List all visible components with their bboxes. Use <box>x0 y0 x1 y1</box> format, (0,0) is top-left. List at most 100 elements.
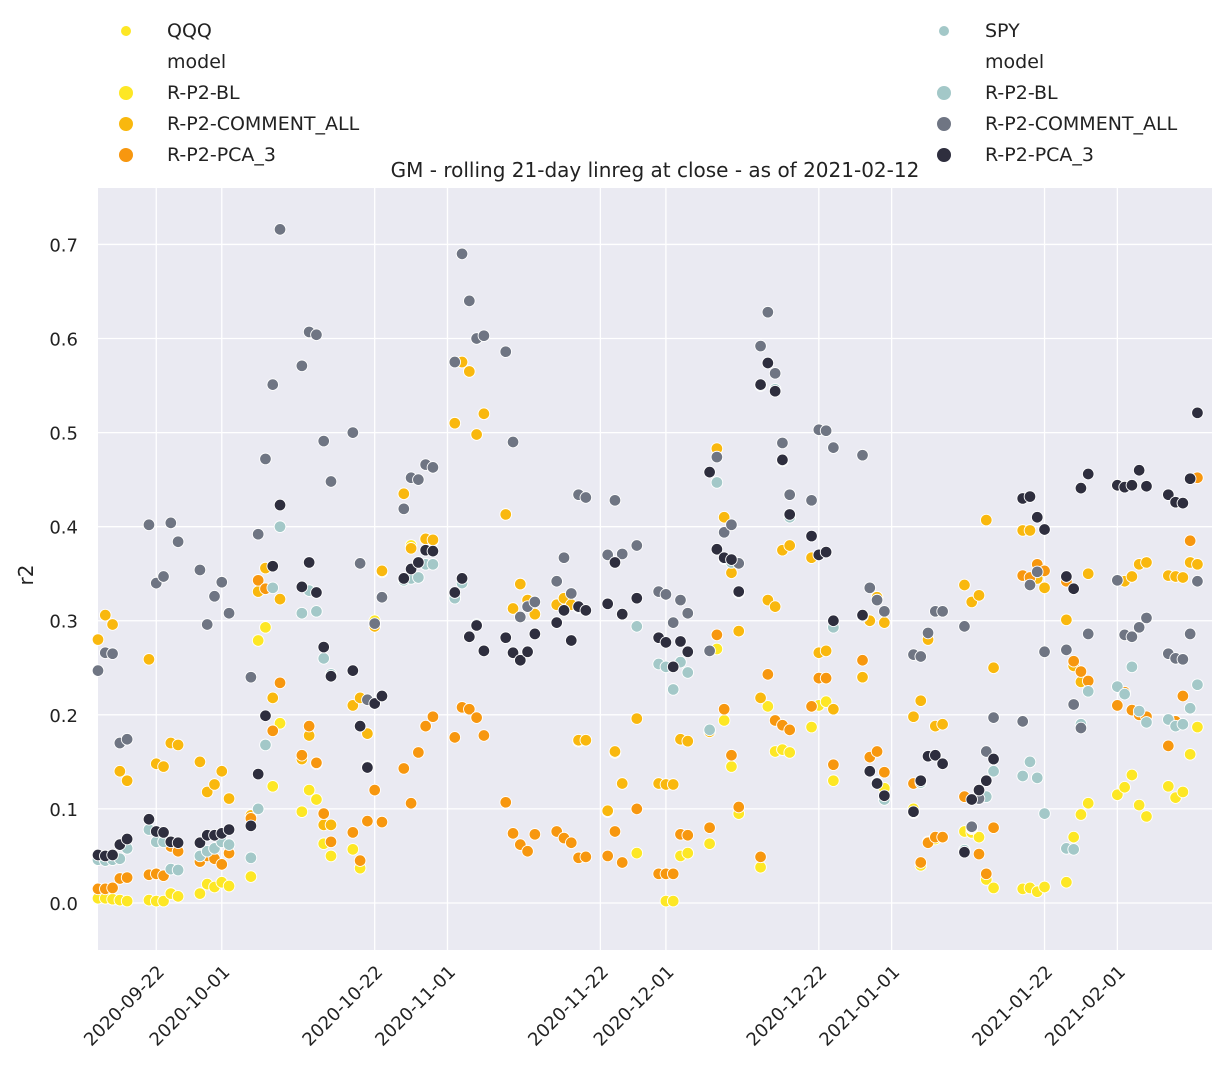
data-point <box>521 645 534 659</box>
data-point <box>1176 717 1190 731</box>
data-point <box>601 804 614 818</box>
data-point <box>259 452 272 466</box>
data-point <box>499 796 512 809</box>
data-point <box>528 627 542 641</box>
data-point <box>659 588 673 601</box>
data-point <box>630 846 644 860</box>
data-point <box>608 494 622 507</box>
y-tick-label: 0.0 <box>49 894 78 915</box>
data-point <box>681 846 695 860</box>
data-point <box>193 563 207 577</box>
data-point <box>324 818 338 832</box>
data-point <box>1060 643 1073 657</box>
data-point <box>310 328 323 342</box>
data-point <box>157 570 170 583</box>
data-point <box>608 556 622 569</box>
data-point <box>514 654 527 667</box>
data-point <box>346 826 360 839</box>
data-point <box>615 547 629 561</box>
legend-title: SPY <box>985 20 1020 42</box>
data-point <box>717 511 731 524</box>
data-point <box>1140 810 1153 823</box>
data-point <box>324 475 338 488</box>
data-point <box>681 666 695 679</box>
data-point <box>244 870 258 883</box>
legend-label: R-P2-PCA_3 <box>985 144 1094 166</box>
data-point <box>819 671 833 685</box>
data-point <box>368 617 381 630</box>
data-point <box>448 731 462 744</box>
data-point <box>870 745 884 758</box>
data-point <box>1060 876 1073 889</box>
data-point <box>1060 613 1073 627</box>
data-point <box>208 590 221 603</box>
data-point <box>987 661 1000 675</box>
data-point <box>157 826 170 839</box>
data-point <box>215 765 229 778</box>
data-point <box>666 683 680 696</box>
data-point <box>615 607 629 621</box>
data-point <box>106 848 119 862</box>
data-point <box>703 723 716 737</box>
data-point <box>506 602 520 615</box>
data-point <box>783 723 796 737</box>
data-point <box>1118 781 1131 794</box>
data-point <box>754 860 767 874</box>
data-point <box>776 453 789 467</box>
data-point <box>827 702 840 716</box>
data-point <box>528 607 542 621</box>
data-point <box>251 634 265 647</box>
data-point <box>1140 556 1153 569</box>
data-point <box>557 551 571 564</box>
data-point <box>666 894 680 908</box>
data-point <box>1132 621 1146 634</box>
data-point <box>666 660 680 674</box>
data-point <box>856 670 869 684</box>
data-point <box>732 800 745 814</box>
data-point <box>1111 574 1124 587</box>
data-point <box>514 577 527 591</box>
data-point <box>375 590 389 604</box>
data-point <box>91 664 105 677</box>
data-point <box>361 761 374 774</box>
series-spy-r-p2-comment-all <box>91 223 1204 834</box>
legend-marker <box>119 117 133 131</box>
data-point <box>324 835 338 849</box>
data-point <box>1183 748 1197 761</box>
chart-title: GM - rolling 21-day linreg at close - as… <box>391 158 920 182</box>
data-point <box>1081 685 1095 698</box>
data-point <box>914 650 928 663</box>
data-point <box>1111 699 1124 712</box>
data-point <box>761 356 775 370</box>
data-point <box>244 851 258 865</box>
data-point <box>266 780 279 793</box>
data-point <box>870 593 884 607</box>
legend-label: R-P2-COMMENT_ALL <box>985 113 1178 135</box>
data-point <box>980 745 993 758</box>
data-point <box>936 757 949 770</box>
series-qqq-r-p2-pca-3 <box>91 471 1204 896</box>
data-point <box>477 407 491 421</box>
data-point <box>958 620 971 633</box>
data-point <box>754 339 767 353</box>
data-point <box>987 821 1000 834</box>
data-point <box>674 635 687 648</box>
data-point <box>1125 570 1139 583</box>
data-point <box>499 508 512 521</box>
data-point <box>550 574 563 588</box>
data-point <box>106 881 119 895</box>
data-point <box>477 644 491 658</box>
data-point <box>1183 472 1197 485</box>
data-point <box>768 367 782 380</box>
data-point <box>1191 558 1204 571</box>
data-point <box>208 778 221 791</box>
data-point <box>499 345 512 358</box>
data-point <box>455 247 469 261</box>
data-point <box>506 435 520 449</box>
data-point <box>630 712 644 725</box>
data-point <box>200 785 214 799</box>
data-point <box>1081 567 1095 580</box>
data-point <box>106 618 119 631</box>
data-point <box>929 749 942 762</box>
